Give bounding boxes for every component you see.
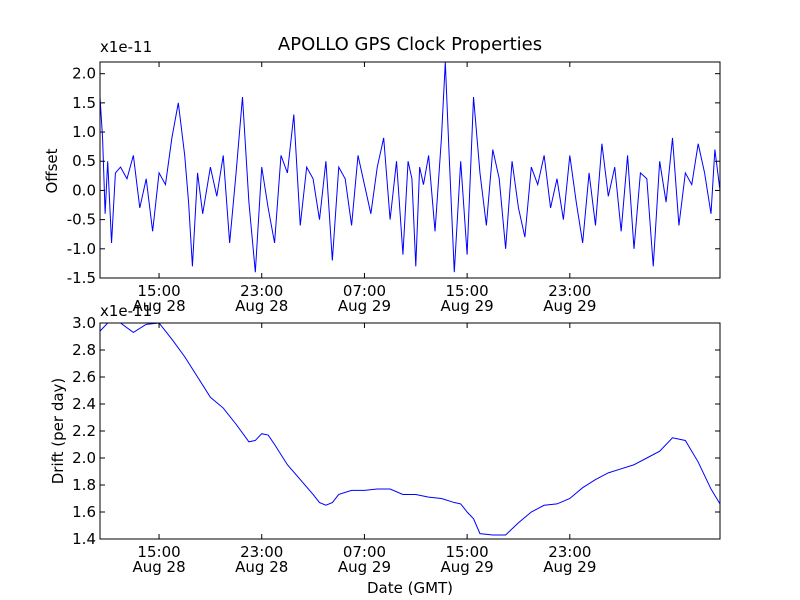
offset-y-tick-label: -1.5 [67,269,96,287]
offset-x-tick-date-label: Aug 29 [441,297,494,315]
offset-x-tick-date-label: Aug 28 [132,297,185,315]
offset-plot-area [99,61,721,273]
drift-y-tick-label: 2.6 [72,368,96,386]
drift-y-axis-label: Drift (per day) [49,378,67,485]
drift-y-tick-label: 2.0 [72,449,96,467]
offset-x-tick-time-label: 23:00 [240,282,283,300]
drift-y-tick-label: 2.2 [72,422,96,440]
drift-scale-label: x1e-11 [100,302,152,320]
offset-x-tick-time-label: 07:00 [343,282,386,300]
drift-y-tick-label: 2.4 [72,395,96,413]
offset-y-axis-label: Offset [43,148,61,193]
drift-y-tick-label: 1.8 [72,476,96,494]
drift-y-tick-label: 1.6 [72,503,96,521]
chart-title: APOLLO GPS Clock Properties [278,34,542,55]
offset-y-tick-label: 2.0 [72,65,96,83]
offset-y-tick-label: 1.0 [72,123,96,141]
drift-x-tick-date-label: Aug 28 [132,558,185,576]
drift-x-tick-date-label: Aug 29 [338,558,391,576]
drift-x-tick-date-label: Aug 28 [235,558,288,576]
drift-x-tick-time-label: 15:00 [446,543,489,561]
offset-y-tick-label: -1.0 [67,240,96,258]
offset-y-tick-label: 1.5 [72,94,96,112]
drift-y-tick-label: 2.8 [72,341,96,359]
drift-plot-frame [99,322,721,540]
offset-x-tick-date-label: Aug 29 [338,297,391,315]
offset-plot-frame [99,61,721,279]
offset-y-tick-label: 0.0 [72,181,96,199]
drift-y-tick-label: 3.0 [72,314,96,332]
drift-x-tick-date-label: Aug 29 [543,558,596,576]
offset-series-line [99,61,721,273]
offset-x-tick-date-label: Aug 28 [235,297,288,315]
offset-x-tick-time-label: 15:00 [137,282,180,300]
offset-y-tick-label: 0.5 [72,152,96,170]
offset-x-tick-time-label: 15:00 [446,282,489,300]
offset-x-tick-date-label: Aug 29 [543,297,596,315]
drift-x-tick-time-label: 07:00 [343,543,386,561]
drift-x-tick-date-label: Aug 29 [441,558,494,576]
drift-plot-area [99,322,721,536]
drift-x-axis-label: Date (GMT) [367,579,453,597]
drift-x-tick-time-label: 23:00 [548,543,591,561]
drift-y-tick-label: 1.4 [72,530,96,548]
offset-y-tick-label: -0.5 [67,211,96,229]
drift-series-line [99,322,721,536]
drift-x-tick-time-label: 15:00 [137,543,180,561]
offset-scale-label: x1e-11 [100,38,152,56]
drift-x-tick-time-label: 23:00 [240,543,283,561]
offset-x-tick-time-label: 23:00 [548,282,591,300]
